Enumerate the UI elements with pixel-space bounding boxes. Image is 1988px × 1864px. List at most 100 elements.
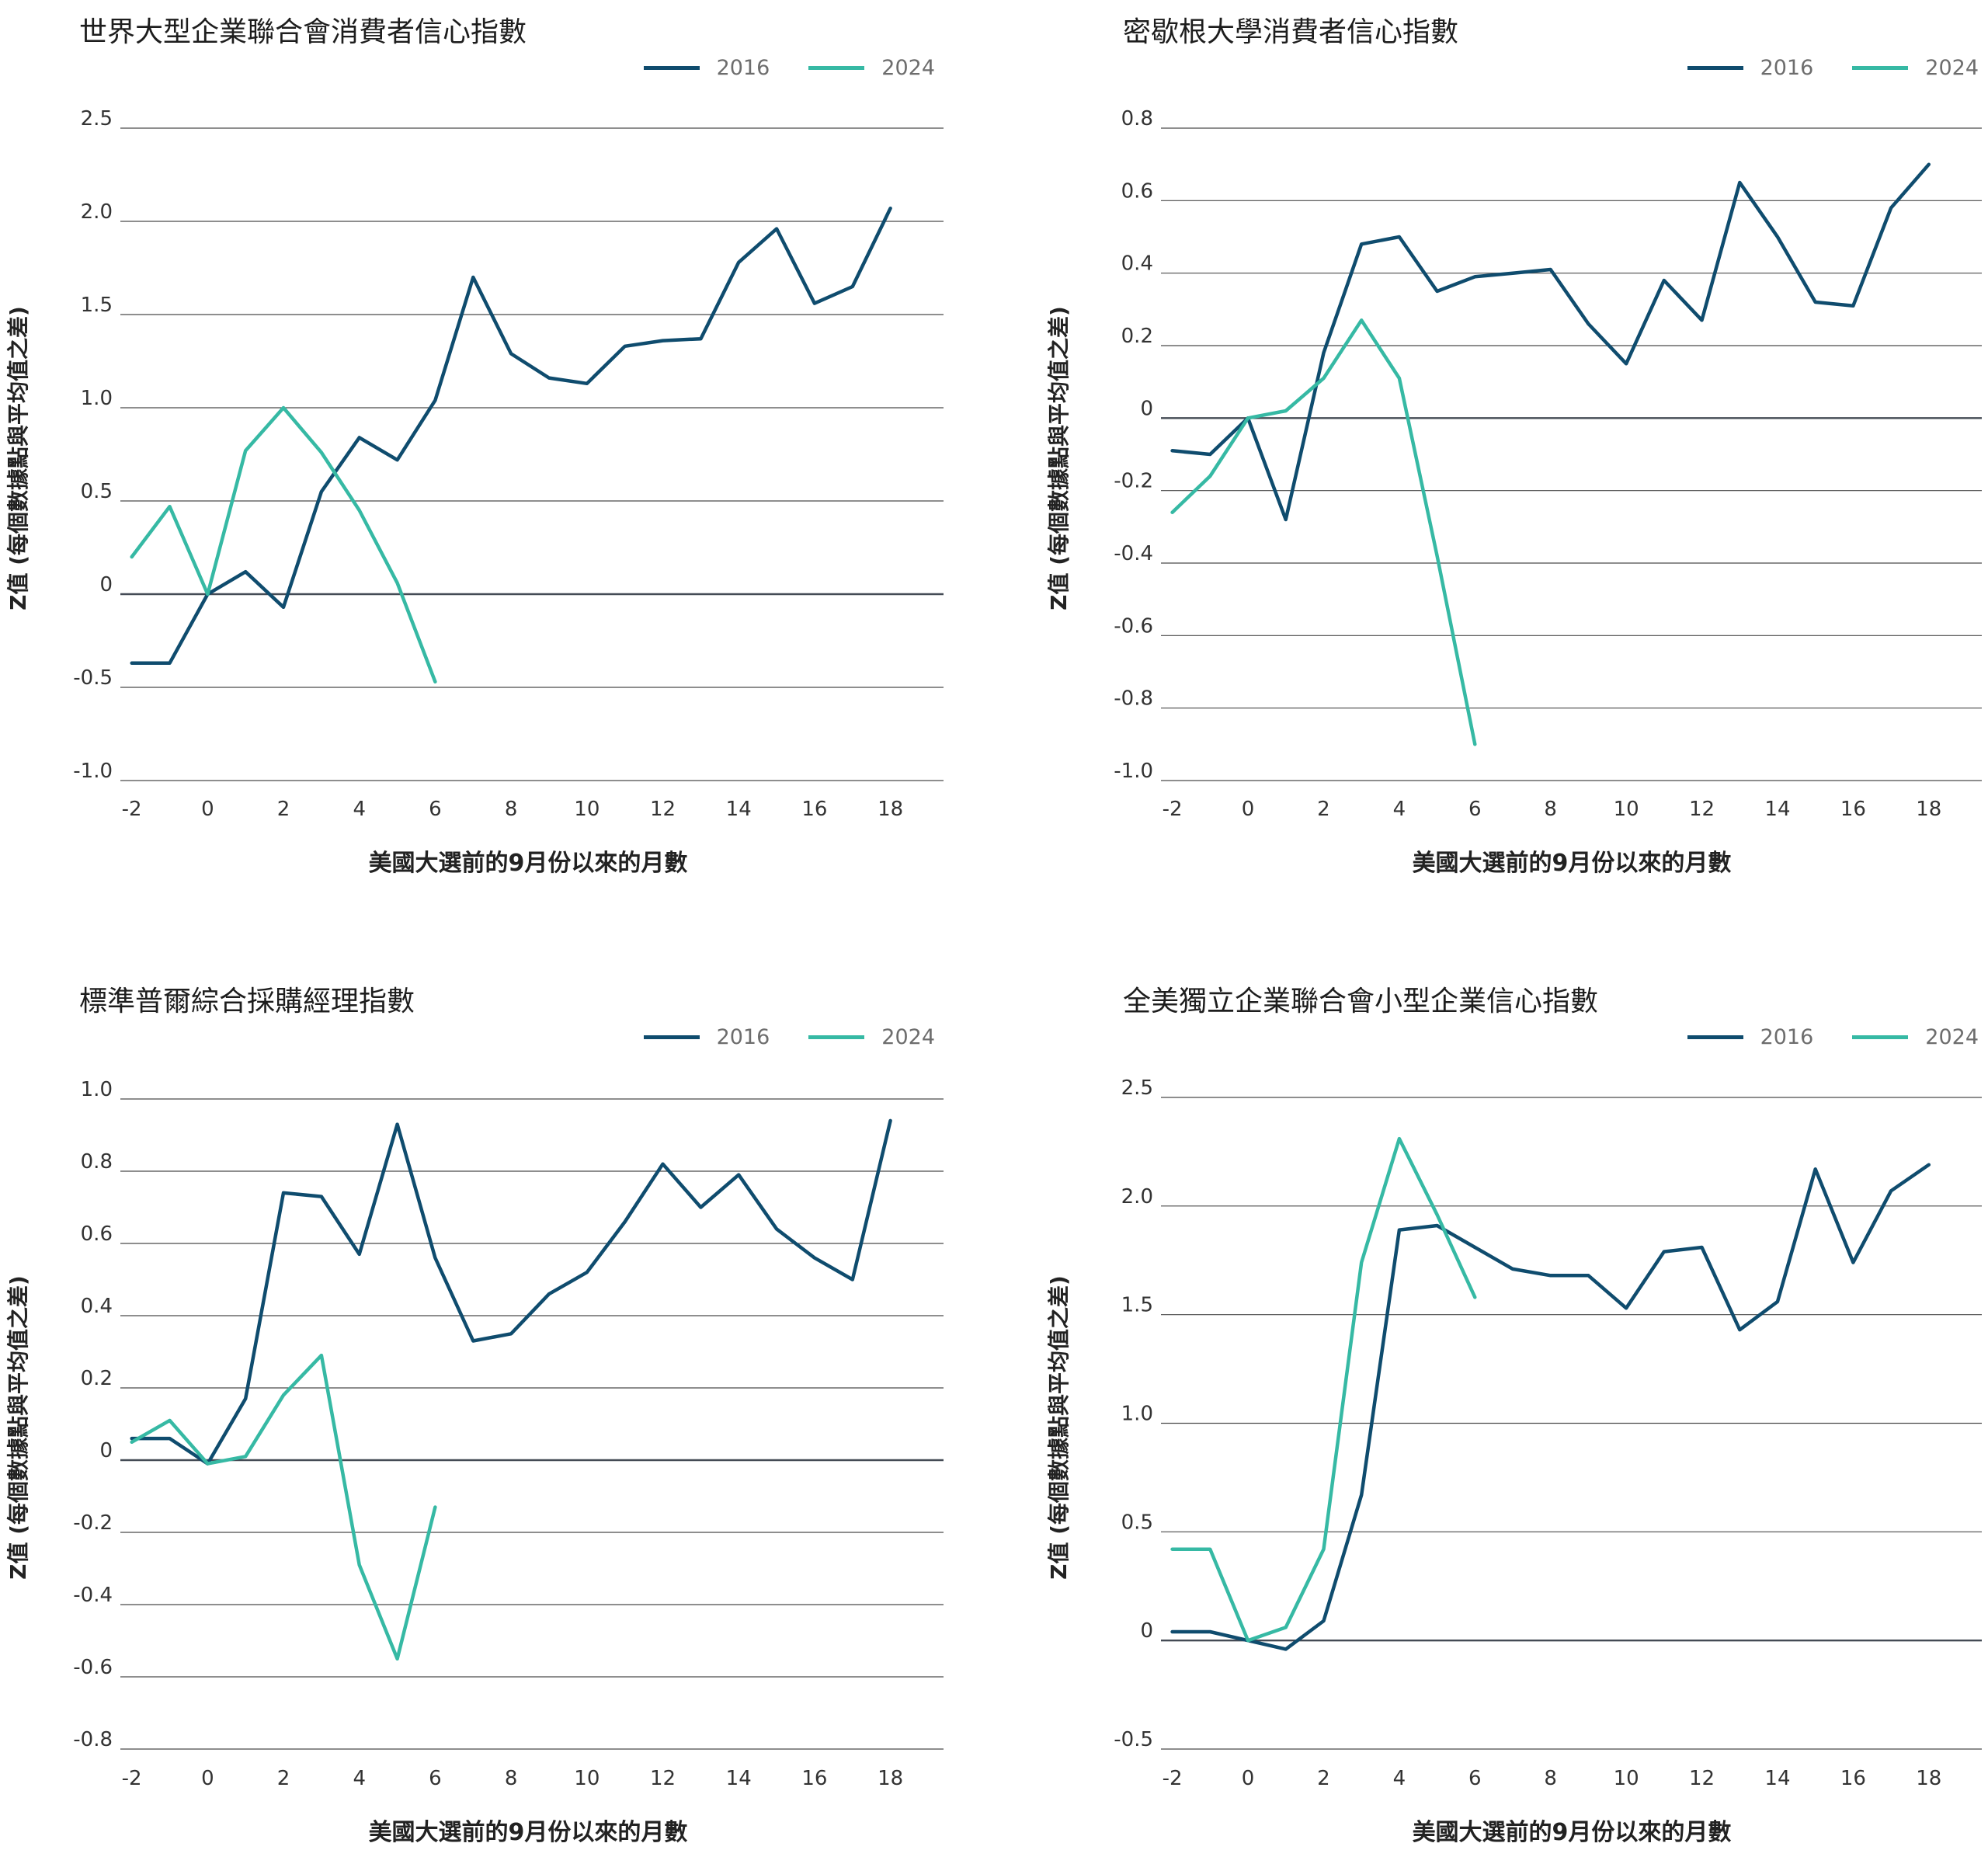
series-line-2016 bbox=[130, 206, 892, 666]
y-tick-label: -0.8 bbox=[73, 1728, 113, 1751]
x-tick-label: 16 bbox=[1840, 798, 1866, 821]
series-line-2016 bbox=[1170, 1163, 1931, 1651]
chart-title: 世界大型企業聯合會消費者信心指數 bbox=[79, 16, 527, 48]
legend-item-2024: 2024 bbox=[1852, 56, 1979, 80]
x-tick-label: 0 bbox=[1242, 1767, 1255, 1790]
legend-item-2024: 2024 bbox=[808, 1025, 935, 1049]
plot-area: 1.0 0.8 0.6 0.4 0.2 0 -0.2 -0.4 -0.6 -0.8 -2 0 2 4 6 8 1… bbox=[73, 1078, 944, 1790]
x-tick-label: 18 bbox=[878, 1767, 903, 1790]
y-tick-label: 0 bbox=[1140, 397, 1153, 420]
y-tick-label: -0.5 bbox=[1114, 1728, 1153, 1751]
y-tick-label: 1.0 bbox=[81, 387, 113, 410]
y-tick-label: 0.2 bbox=[81, 1367, 113, 1390]
x-tick-label: 18 bbox=[1916, 798, 1941, 821]
chart-title: 標準普爾綜合採購經理指數 bbox=[79, 986, 415, 1017]
plot-area: 0.8 0.6 0.4 0.2 0 -0.2 -0.4 -0.6 -0.8 -1.0 -2 0 2 4 6 8… bbox=[1114, 107, 1982, 821]
legend-swatch-2016 bbox=[643, 1035, 700, 1039]
y-tick-label: 1.5 bbox=[1121, 1294, 1153, 1317]
series-line-2016 bbox=[1170, 162, 1931, 522]
legend-label-2024: 2024 bbox=[881, 1025, 935, 1049]
legend-item-2024: 2024 bbox=[1852, 1025, 1979, 1049]
x-axis-label: 美國大選前的9月份以來的月數 bbox=[368, 850, 688, 877]
series-line-2024 bbox=[1170, 318, 1477, 746]
legend-label-2016: 2016 bbox=[1760, 56, 1814, 80]
y-tick-label: -0.4 bbox=[73, 1584, 113, 1607]
y-tick-label: -0.4 bbox=[1114, 542, 1153, 565]
x-tick-label: 12 bbox=[650, 1767, 676, 1790]
x-tick-label: 8 bbox=[505, 1767, 518, 1790]
y-tick-label: 0 bbox=[99, 573, 113, 596]
x-tick-label: 14 bbox=[1764, 798, 1790, 821]
x-tick-label: 12 bbox=[1689, 798, 1715, 821]
x-tick-label: 18 bbox=[1916, 1767, 1941, 1790]
x-tick-label: -2 bbox=[1163, 1767, 1183, 1790]
legend-label-2016: 2016 bbox=[716, 1025, 770, 1049]
legend: 2016 2024 bbox=[1649, 1025, 1979, 1049]
x-tick-label: 12 bbox=[650, 798, 676, 821]
x-tick-label: -2 bbox=[122, 798, 142, 821]
legend-item-2016: 2016 bbox=[1687, 56, 1814, 80]
legend-swatch-2016 bbox=[1687, 1035, 1743, 1039]
x-tick-label: 0 bbox=[201, 1767, 214, 1790]
chart-panel-3: 標準普爾綜合採購經理指數 2016 2024 Z值 (每個數據點與平均值之差) … bbox=[0, 969, 994, 1864]
series-line-2024 bbox=[130, 1353, 437, 1661]
legend-swatch-2016 bbox=[643, 66, 700, 70]
legend-swatch-2016 bbox=[1687, 66, 1743, 70]
x-tick-label: -2 bbox=[122, 1767, 142, 1790]
y-tick-label: 0.2 bbox=[1121, 325, 1153, 348]
y-tick-label: 2.5 bbox=[1121, 1076, 1153, 1100]
x-tick-label: 2 bbox=[277, 1767, 290, 1790]
y-tick-label: -0.5 bbox=[73, 666, 113, 690]
chart-panel-2: 密歇根大學消費者信心指數 2016 2024 Z值 (每個數據點與平均值之差) … bbox=[994, 0, 1988, 932]
y-tick-label: 0.5 bbox=[81, 480, 113, 503]
x-tick-label: 0 bbox=[1242, 798, 1255, 821]
x-tick-label: 0 bbox=[201, 798, 214, 821]
x-tick-label: 10 bbox=[574, 798, 600, 821]
x-axis-label: 美國大選前的9月份以來的月數 bbox=[1412, 850, 1732, 877]
y-tick-label: 0.6 bbox=[81, 1222, 113, 1246]
y-tick-label: -0.8 bbox=[1114, 687, 1153, 711]
y-tick-label: 0.5 bbox=[1121, 1511, 1153, 1534]
x-tick-label: 10 bbox=[1614, 1767, 1639, 1790]
series-line-2024 bbox=[1170, 1136, 1477, 1643]
y-tick-label: 2.0 bbox=[1121, 1185, 1153, 1208]
y-tick-label: -1.0 bbox=[1114, 760, 1153, 783]
plot-area: 2.5 2.0 1.5 1.0 0.5 0 -0.5 -1.0 -2 0 2 4 6 8 10 12 14 16 1… bbox=[73, 107, 944, 821]
y-tick-label: 0.6 bbox=[1121, 179, 1153, 203]
chart-title: 密歇根大學消費者信心指數 bbox=[1123, 16, 1459, 48]
y-tick-label: -0.6 bbox=[73, 1656, 113, 1679]
y-tick-label: 2.0 bbox=[81, 200, 113, 224]
y-tick-label: -0.6 bbox=[1114, 614, 1153, 638]
y-tick-label: 1.5 bbox=[81, 294, 113, 317]
y-tick-label: -0.2 bbox=[73, 1511, 113, 1535]
x-tick-label: 14 bbox=[726, 1767, 752, 1790]
legend-label-2024: 2024 bbox=[1925, 56, 1979, 80]
x-tick-label: 4 bbox=[1393, 1767, 1406, 1790]
legend-label-2024: 2024 bbox=[1925, 1025, 1979, 1049]
x-tick-label: 8 bbox=[1544, 798, 1557, 821]
legend: 2016 2024 bbox=[605, 1025, 935, 1049]
series-line-2024 bbox=[130, 405, 437, 684]
y-tick-label: 0.4 bbox=[81, 1295, 113, 1318]
x-tick-label: 16 bbox=[801, 1767, 827, 1790]
legend-item-2016: 2016 bbox=[1687, 1025, 1814, 1049]
series-line-2016 bbox=[130, 1118, 892, 1466]
x-tick-label: 6 bbox=[1468, 798, 1482, 821]
y-tick-label: 0.4 bbox=[1121, 252, 1153, 276]
x-axis-label: 美國大選前的9月份以來的月數 bbox=[1412, 1819, 1732, 1846]
y-tick-label: 0 bbox=[99, 1439, 113, 1462]
y-tick-label: 0 bbox=[1140, 1619, 1153, 1643]
x-tick-label: 14 bbox=[1764, 1767, 1790, 1790]
x-tick-label: 2 bbox=[277, 798, 290, 821]
x-tick-label: 2 bbox=[1317, 798, 1330, 821]
x-tick-label: 14 bbox=[726, 798, 752, 821]
x-tick-label: 18 bbox=[878, 798, 903, 821]
y-tick-label: 2.5 bbox=[81, 107, 113, 130]
y-tick-label: -0.2 bbox=[1114, 470, 1153, 493]
x-tick-label: 6 bbox=[1468, 1767, 1482, 1790]
legend-label-2016: 2016 bbox=[1760, 1025, 1814, 1049]
x-tick-label: 16 bbox=[1840, 1767, 1866, 1790]
x-tick-label: 12 bbox=[1689, 1767, 1715, 1790]
legend-item-2016: 2016 bbox=[643, 56, 770, 80]
x-tick-label: 2 bbox=[1317, 1767, 1330, 1790]
